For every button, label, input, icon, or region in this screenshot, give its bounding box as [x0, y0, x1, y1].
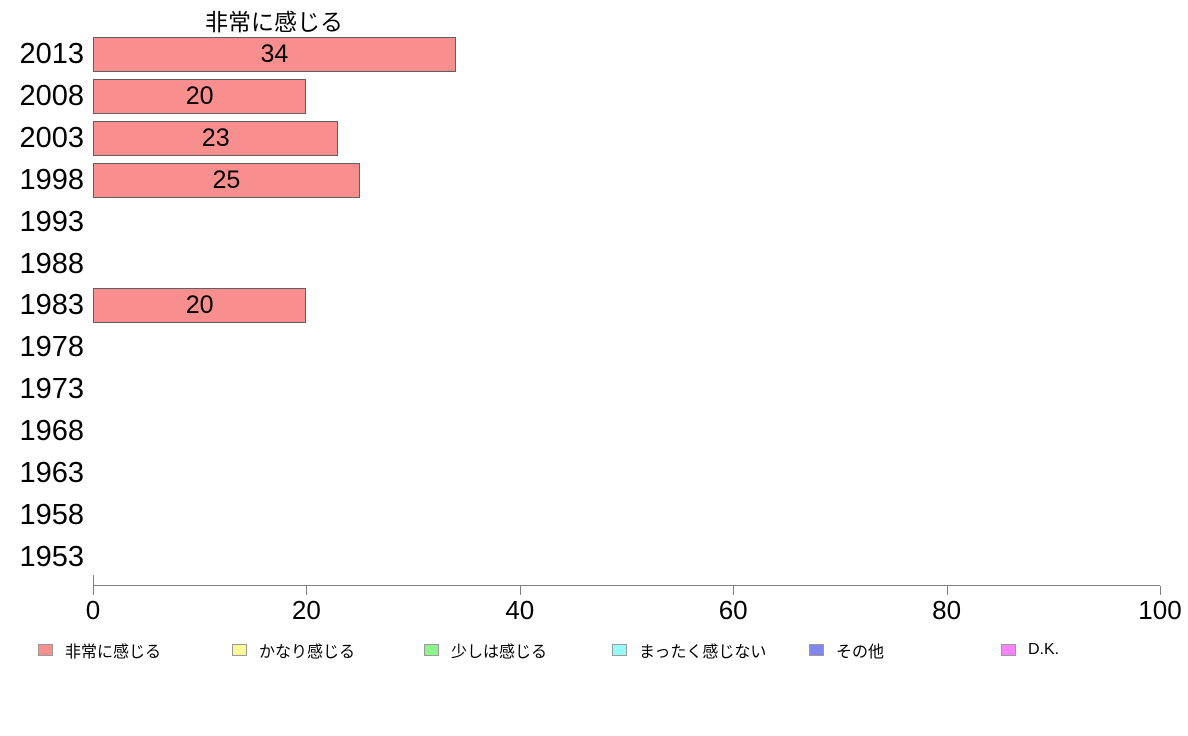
x-axis-tick: [1160, 586, 1161, 595]
x-axis-tick: [93, 586, 94, 595]
legend-item: 少しは感じる: [424, 639, 547, 661]
legend-label: その他: [836, 644, 885, 661]
legend-item: D.K.: [1001, 639, 1059, 661]
legend-label: まったく感じない: [639, 644, 767, 661]
x-axis-tick-label: 80: [932, 595, 962, 625]
legend-item: その他: [809, 639, 884, 661]
chart-title: 非常に感じる: [205, 9, 343, 35]
x-axis-line: [93, 585, 1160, 586]
legend-label: 少しは感じる: [451, 644, 548, 661]
x-axis-tick: [306, 586, 308, 595]
legend-label: 非常に感じる: [65, 644, 162, 661]
legend-swatch: [612, 644, 627, 656]
legend-swatch: [1001, 644, 1016, 656]
y-axis-label: 1968: [19, 415, 84, 448]
y-axis-label: 1973: [19, 373, 84, 406]
x-axis-tick-label: 60: [718, 595, 748, 625]
x-axis-tick: [733, 586, 735, 595]
x-axis-tick-label: 20: [291, 595, 321, 625]
y-axis-label: 1998: [19, 163, 84, 196]
y-axis-label: 1953: [19, 540, 84, 573]
x-axis-tick-label: 40: [505, 595, 535, 625]
x-axis-tick: [946, 586, 948, 595]
legend-item: まったく感じない: [612, 639, 766, 661]
legend-swatch: [424, 644, 439, 656]
legend-swatch: [809, 644, 824, 656]
legend-label: D.K.: [1028, 641, 1060, 658]
bar: 20: [93, 288, 307, 324]
bar-value-label: 23: [201, 123, 230, 152]
x-axis-tick-label: 0: [85, 595, 101, 625]
x-axis-tick-label: 100: [1138, 595, 1182, 625]
legend: 非常に感じる かなり感じる 少しは感じる まったく感じない その他 D.K.: [0, 639, 1188, 661]
bar-value-label: 20: [185, 81, 214, 110]
y-axis-label: 2008: [19, 79, 84, 112]
bar-value-label: 25: [212, 165, 241, 194]
legend-item: 非常に感じる: [38, 639, 161, 661]
y-axis-label: 2013: [19, 38, 84, 70]
legend-item: かなり感じる: [232, 639, 355, 661]
legend-swatch: [232, 644, 247, 656]
y-axis-label: 1958: [19, 498, 84, 531]
legend-label: かなり感じる: [259, 644, 356, 661]
y-axis-label: 1983: [19, 289, 84, 322]
y-axis-label: 2003: [19, 121, 84, 154]
y-axis-label: 1963: [19, 457, 84, 489]
legend-swatch: [38, 644, 53, 656]
x-axis-corner-stub: [93, 575, 94, 585]
x-axis-tick: [519, 586, 521, 595]
y-axis-label: 1978: [19, 331, 84, 364]
bar-value-label: 20: [185, 291, 214, 320]
y-axis-label: 1988: [19, 247, 84, 280]
bar: 20: [93, 78, 307, 114]
bar: 25: [93, 162, 360, 198]
bar-value-label: 34: [260, 40, 289, 68]
bar: 23: [93, 120, 339, 156]
bar: 34: [93, 37, 456, 72]
y-axis-label: 1993: [19, 205, 84, 238]
